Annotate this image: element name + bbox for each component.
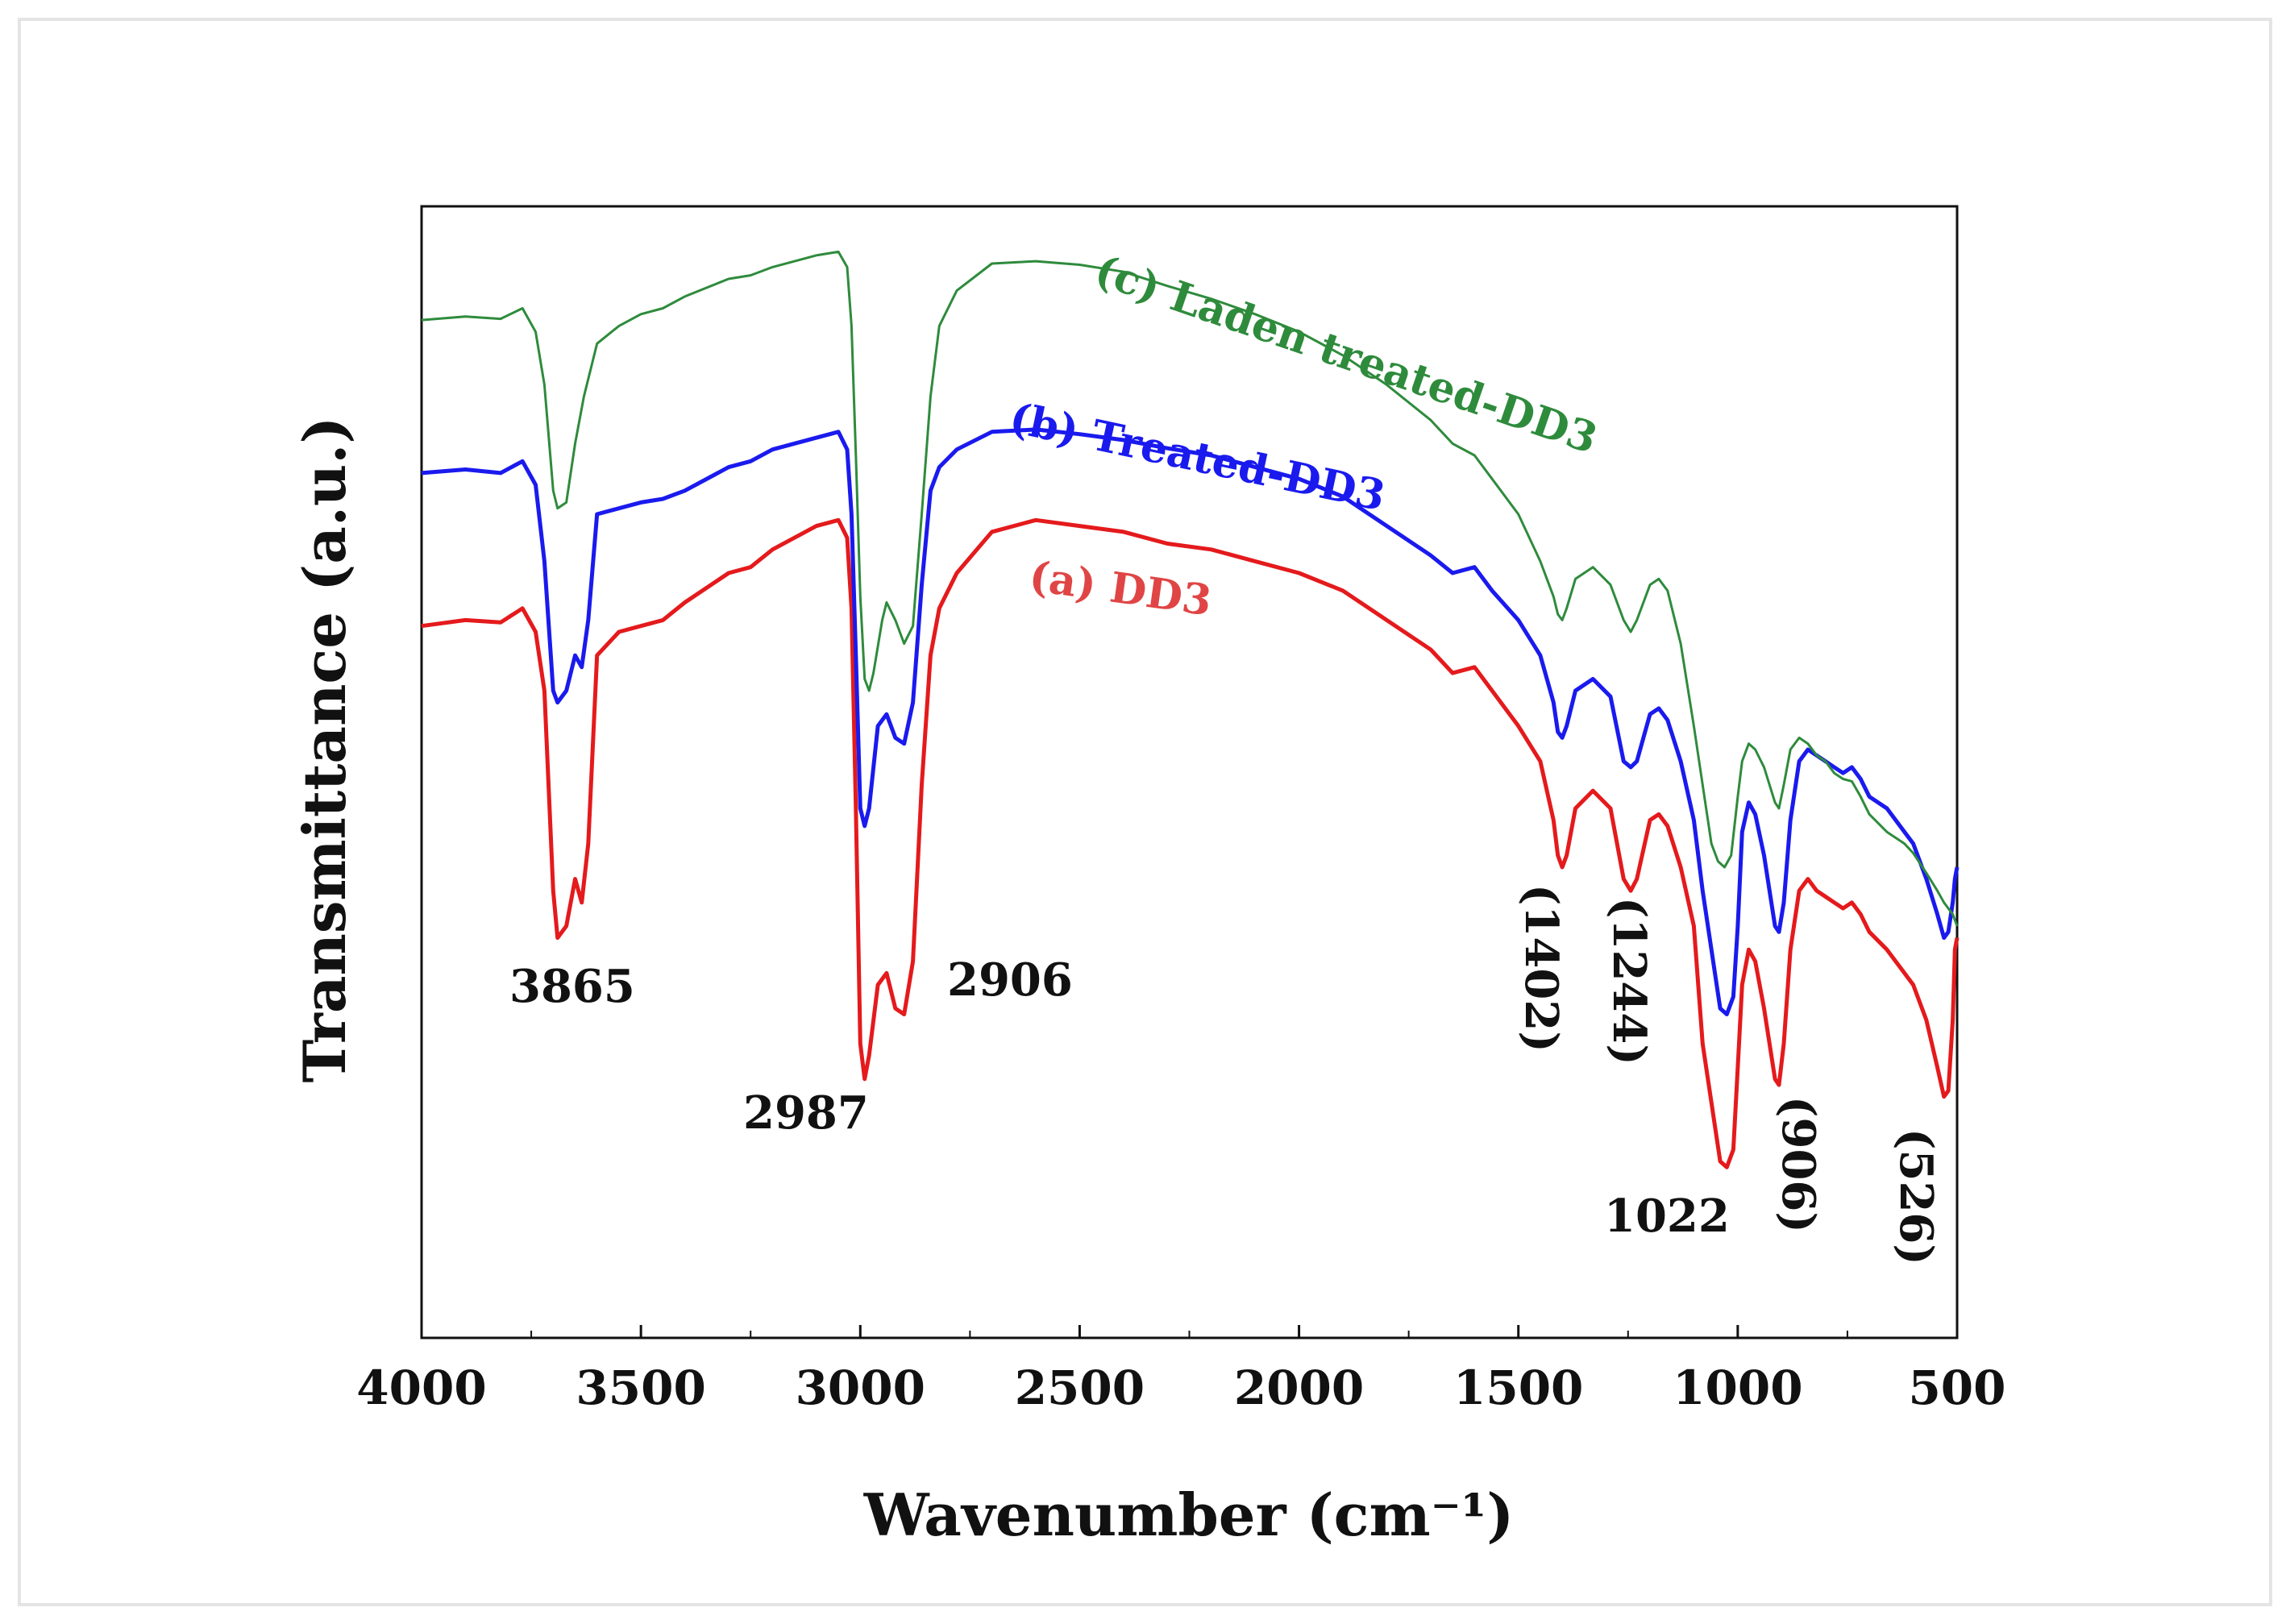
peak-label-526: (526) [1889, 1128, 1943, 1265]
peak-label-1402: (1402) [1515, 884, 1568, 1053]
x-tick-label-3500: 3500 [576, 1360, 705, 1415]
x-tick-label-1000: 1000 [1673, 1360, 1802, 1415]
x-tick-label-500: 500 [1908, 1360, 2005, 1415]
series-line-c-laden-treated-dd3 [421, 250, 1959, 927]
x-tick-label-3000: 3000 [796, 1360, 925, 1415]
x-axis: 4000 3500 3000 2500 2000 1500 1000 500 [356, 1325, 2006, 1415]
peak-label-906: (906) [1772, 1096, 1825, 1233]
series-line-a-dd3 [421, 517, 1960, 1169]
x-axis-title: Wavenumber (cm⁻¹) [863, 1481, 1515, 1549]
peak-label-3865: 3865 [509, 960, 635, 1013]
peak-label-2906: 2906 [947, 953, 1073, 1007]
series-line-b-treated-dd3 [421, 427, 1960, 1016]
x-tick-label-1500: 1500 [1453, 1360, 1583, 1415]
series-lines [421, 250, 1960, 1169]
peak-label-1244: (1244) [1602, 897, 1656, 1065]
x-tick-label-2000: 2000 [1234, 1360, 1364, 1415]
peak-label-2987: 2987 [743, 1086, 869, 1140]
x-tick-label-2500: 2500 [1015, 1360, 1145, 1415]
y-axis-title: Transmittance (a.u.) [290, 417, 359, 1083]
peak-label-1022: 1022 [1604, 1190, 1730, 1243]
x-tick-label-4000: 4000 [356, 1360, 486, 1415]
